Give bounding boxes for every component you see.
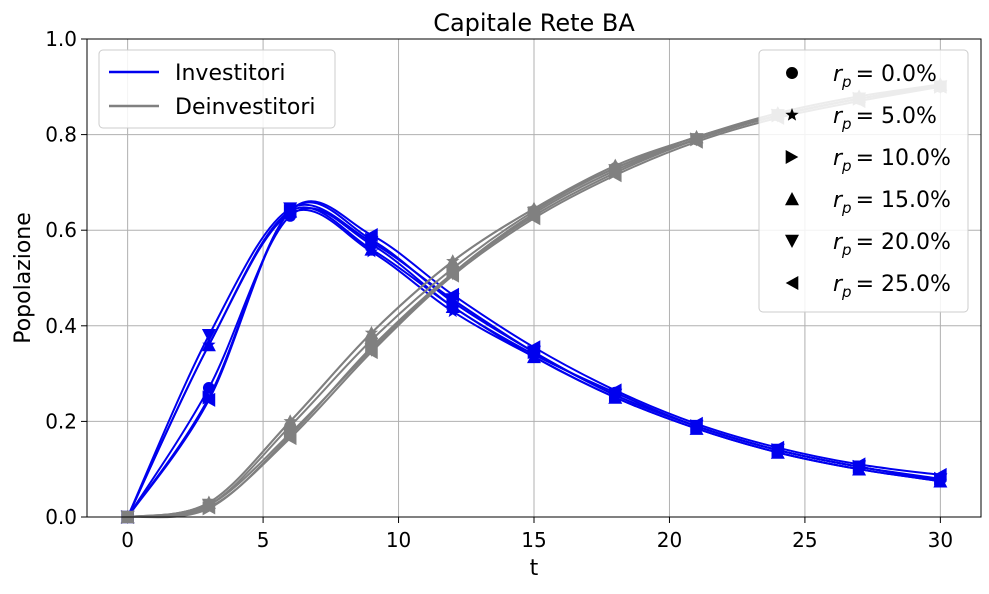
data-point: [446, 287, 460, 302]
legend-groups-box: [98, 49, 336, 129]
data-point: [608, 164, 623, 178]
data-point: [283, 204, 297, 219]
legend-marker-swatch: [785, 108, 799, 121]
y-tick-label: 0.4: [45, 314, 77, 338]
y-axis-label: Popolazione: [11, 212, 36, 344]
legend-group-label: Investitori: [175, 61, 285, 86]
y-tick-label: 1.0: [45, 27, 77, 51]
x-tick-label: 25: [792, 528, 817, 552]
legend-marker-swatch: [785, 276, 799, 290]
legend-group-label: Deinvestitori: [175, 95, 316, 120]
x-tick-label: 30: [928, 528, 953, 552]
x-tick-label: 0: [121, 528, 134, 552]
legend-marker-swatch: [785, 150, 799, 164]
x-axis-label: t: [530, 556, 539, 581]
data-point: [364, 325, 379, 340]
data-point: [201, 329, 216, 343]
data-point: [527, 340, 541, 355]
x-tick-label: 10: [386, 528, 411, 552]
data-point: [608, 168, 622, 183]
legend-groups: Investitori Deinvestitori: [98, 49, 336, 129]
data-point: [934, 467, 947, 482]
y-tick-label: 0.2: [45, 409, 77, 433]
legend-rate-label: rp = 0.0%: [833, 62, 937, 91]
legend-rate-label: rp = 20.0%: [833, 230, 951, 259]
legend-marker-swatch: [785, 234, 799, 248]
legend-rate-label: rp = 15.0%: [833, 188, 951, 217]
data-point: [771, 440, 785, 455]
legend-rate-label: rp = 25.0%: [833, 272, 951, 301]
data-point: [365, 227, 378, 242]
data-point: [446, 268, 460, 283]
chart-title: Capitale Rete BA: [433, 9, 635, 37]
legend-rate-label: rp = 10.0%: [833, 146, 951, 175]
data-point: [852, 457, 866, 472]
data-point: [690, 416, 703, 431]
legend-marker-swatch: [786, 67, 798, 79]
legend-rates: rp = 0.0% rp = 5.0% rp = 10.0% rp = 15.0% rp = 20…: [758, 49, 969, 313]
data-point: [527, 207, 541, 221]
data-point: [365, 345, 378, 360]
x-tick-label: 20: [657, 528, 682, 552]
data-point: [283, 431, 297, 446]
data-point: [690, 134, 703, 149]
legend-rates-box: [758, 49, 969, 313]
y-tick-label: 0.6: [45, 218, 77, 242]
axis-ticks: 0 5 10 15 20 25 30 0.0 0.2 0.4 0.6 0.8 1.0: [45, 27, 953, 552]
data-point: [202, 500, 216, 515]
data-point: [527, 211, 541, 226]
data-point: [445, 254, 460, 268]
legend-marker-swatch: [785, 192, 799, 206]
plot-frame: [86, 38, 982, 518]
series-line: [126, 200, 941, 518]
data-point: [201, 337, 216, 352]
x-tick-label: 15: [521, 528, 546, 552]
data-point: [283, 427, 298, 441]
x-tick-label: 5: [257, 528, 270, 552]
legend-rate-label: rp = 5.0%: [833, 104, 937, 133]
data-point: [283, 414, 298, 428]
series-line: [126, 203, 941, 518]
y-tick-label: 0.0: [45, 505, 77, 529]
series-line: [126, 206, 941, 518]
data-point: [202, 392, 216, 407]
data-point: [608, 383, 622, 398]
y-tick-label: 0.8: [45, 123, 77, 147]
data-point: [202, 381, 215, 394]
